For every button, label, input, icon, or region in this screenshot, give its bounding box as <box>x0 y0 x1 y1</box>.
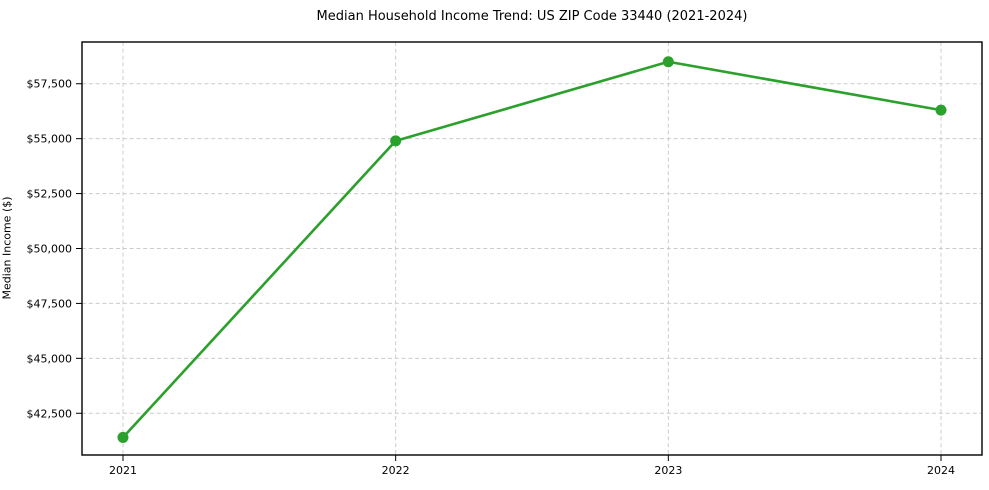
x-tick-label: 2021 <box>109 464 137 477</box>
plot-border <box>81 41 983 456</box>
y-tick-label: $45,000 <box>27 352 73 365</box>
data-point-marker <box>935 104 947 116</box>
data-point-marker <box>117 431 129 443</box>
x-tick-label: 2024 <box>927 464 955 477</box>
trend-line <box>121 60 943 439</box>
x-tick-label: 2022 <box>382 464 410 477</box>
data-point-marker <box>662 56 674 68</box>
x-tick-label: 2023 <box>654 464 682 477</box>
y-tick-label: $52,500 <box>27 188 73 201</box>
y-tick-label: $55,000 <box>27 133 73 146</box>
data-point-marker <box>390 135 402 147</box>
y-tick-label: $57,500 <box>27 78 73 91</box>
y-tick-label: $50,000 <box>27 243 73 256</box>
y-tick-label: $42,500 <box>27 407 73 420</box>
y-tick-label: $47,500 <box>27 297 73 310</box>
chart-title: Median Household Income Trend: US ZIP Co… <box>316 9 748 24</box>
